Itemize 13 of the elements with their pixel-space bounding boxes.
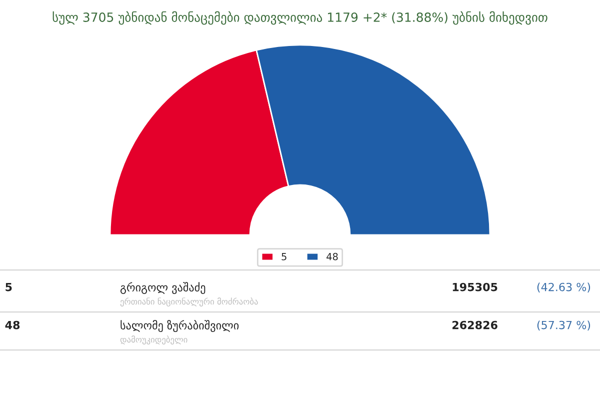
text: ერთიანი ნაციონალური მოძრაობა [120, 298, 258, 306]
text: (57.37 %) [537, 320, 590, 331]
category-label: 48 [5, 320, 20, 330]
text: (42.63 %) [537, 282, 590, 293]
legend-label: 5 [282, 253, 286, 260]
text: დამოუკიდებელი [120, 336, 188, 344]
text: 195305 [452, 282, 498, 292]
category-label: 5 [6, 282, 12, 292]
chart-title: სულ 3705 უბნიდან მონაცემები დათვლილია 1179 +2* (31.88%) უბნის მიხედვით [52, 11, 548, 25]
text: 262826 [452, 320, 498, 330]
text: გრიგოლ ვაშაძე [120, 282, 206, 294]
text: სალომე ზურაბიშვილი [120, 320, 239, 332]
legend-label: 48 [326, 252, 338, 260]
